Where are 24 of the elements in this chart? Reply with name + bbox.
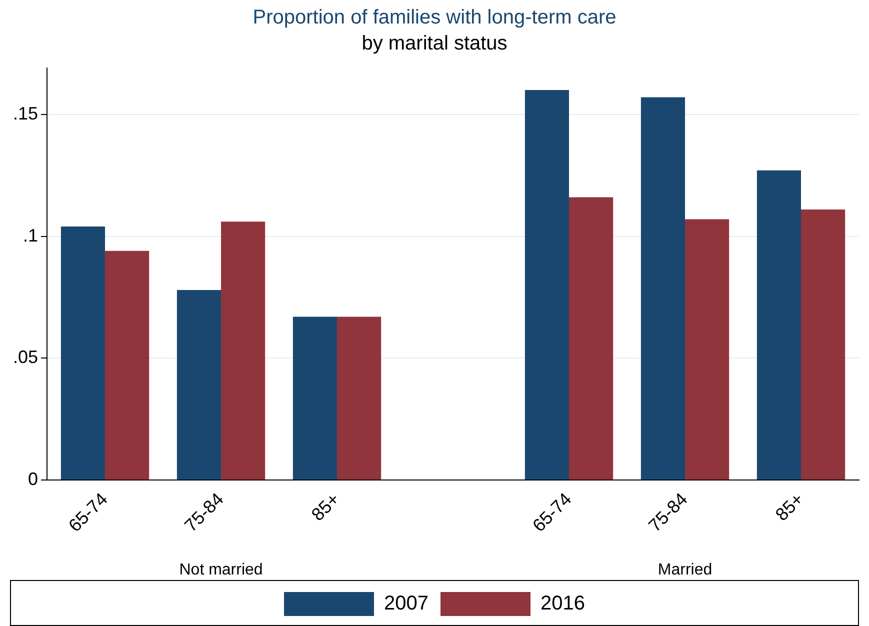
legend-label: 2016: [540, 592, 585, 615]
text: Not married: [179, 562, 263, 579]
bar: [337, 316, 382, 480]
y-tick-label: 0: [28, 469, 38, 490]
text: Married: [658, 562, 712, 579]
bar: [569, 197, 614, 480]
bar: [221, 222, 266, 480]
bar: [640, 97, 686, 480]
bar: [105, 250, 150, 480]
bar: [524, 90, 570, 480]
x-tick-label: 85+: [772, 489, 808, 525]
bar: [292, 316, 338, 480]
bar: [176, 290, 222, 480]
bar: [685, 219, 730, 480]
chart-title: Proportion of families with long-term care: [252, 6, 616, 29]
bar: [801, 209, 846, 480]
x-tick-label: 85+: [308, 489, 344, 525]
y-tick-label: .1: [23, 225, 38, 246]
y-tick-label: .05: [12, 347, 38, 368]
bar: [60, 226, 106, 480]
chart-subtitle: by marital status: [362, 32, 508, 55]
y-tick-label: .15: [12, 103, 38, 124]
legend-label: 2007: [384, 592, 429, 615]
bar: [756, 170, 801, 480]
